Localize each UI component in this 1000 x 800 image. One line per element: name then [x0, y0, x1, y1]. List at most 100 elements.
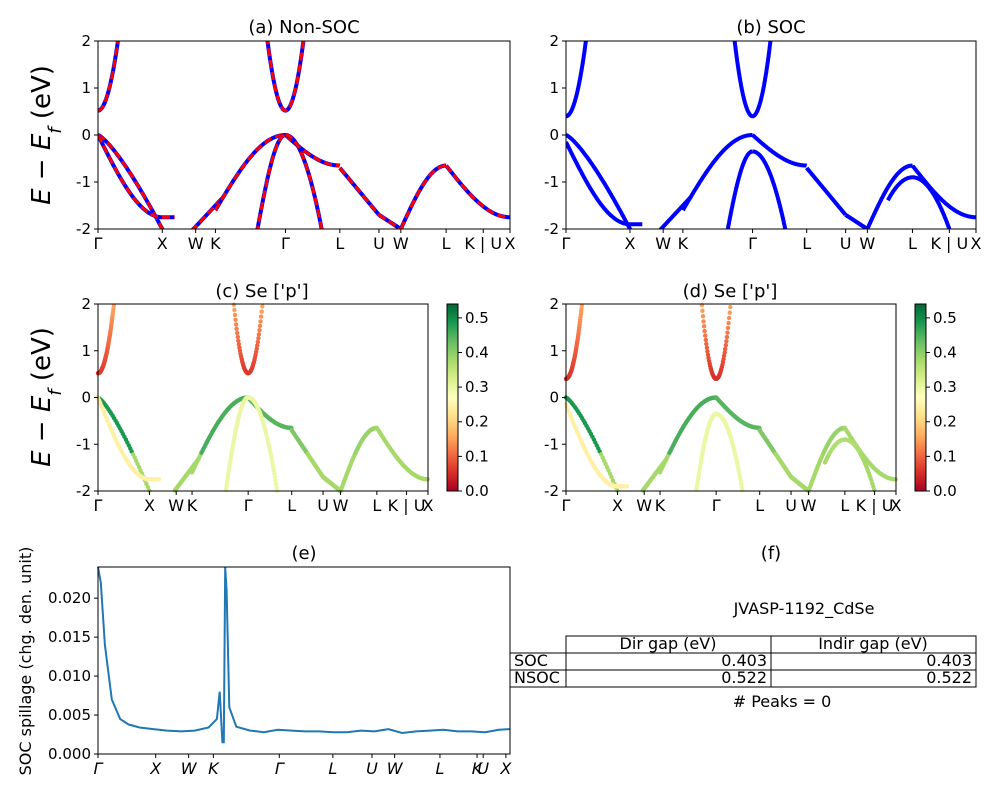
- projection-point: [606, 468, 611, 473]
- ytick-label: -2: [544, 482, 559, 500]
- colorbar-tick-label: 0.0: [465, 482, 489, 500]
- xtick-label: X: [505, 234, 516, 253]
- projection-point: [233, 322, 239, 327]
- table-header-dir: Dir gap (eV): [620, 634, 717, 653]
- projection-point: [700, 308, 705, 313]
- colorbar-tick-label: 0.1: [465, 447, 489, 465]
- ytick-label: 0.020: [48, 589, 91, 607]
- panel-e-xticks: Γ X W K Γ L U W L KU X: [94, 754, 512, 778]
- xtick-label: K: [472, 759, 484, 778]
- projection-point: [728, 304, 733, 310]
- ytick-label: 0.000: [48, 745, 91, 763]
- band-line: [805, 166, 848, 217]
- xtick-label: U: [373, 234, 385, 253]
- ytick-label: 0.005: [48, 706, 91, 724]
- xtick-label: K | U: [856, 496, 894, 515]
- ytick-label: 0: [549, 126, 559, 144]
- ytick-label: 2: [549, 32, 559, 50]
- projection-point: [233, 317, 238, 322]
- xtick-label: X: [624, 234, 635, 253]
- panel-a-title: (a) Non-SOC: [248, 17, 359, 38]
- ytick-label: -2: [76, 220, 91, 238]
- projection-point: [727, 310, 732, 315]
- projection-point: [704, 345, 710, 350]
- panel-c-title: (c) Se ['p']: [215, 281, 308, 302]
- band-line: [98, 133, 165, 229]
- panel-d-title: (d) Se ['p']: [683, 281, 778, 302]
- projection-point: [726, 320, 731, 326]
- projection-point: [725, 330, 730, 335]
- xtick-label: U: [317, 496, 329, 515]
- xtick-label: Γ: [94, 759, 104, 778]
- band-line-dashed: [98, 134, 175, 219]
- xtick-label: L: [372, 496, 381, 515]
- band-line: [725, 149, 754, 229]
- panel-c-yticks: -2 -1 0 1 2: [76, 295, 98, 500]
- colorbar-tick-label: 0.2: [465, 413, 489, 431]
- projection-point: [721, 353, 727, 358]
- band-line: [566, 133, 633, 229]
- panel-e-frame: [97, 566, 511, 755]
- projection-point: [610, 478, 616, 483]
- projection-point: [258, 314, 264, 319]
- projection-point: [700, 314, 706, 319]
- panel-d-yticks: -2 -1 0 1 2: [544, 295, 566, 500]
- ytick-label: 1: [81, 79, 91, 97]
- xtick-label: W: [393, 234, 409, 253]
- band-line: [566, 41, 588, 119]
- xtick-label: Γ: [94, 496, 103, 515]
- projection-point: [722, 350, 727, 355]
- projection-point: [723, 343, 728, 348]
- xtick-label: K | U: [464, 234, 502, 253]
- projection-point: [723, 346, 728, 352]
- ytick-label: -2: [544, 220, 559, 238]
- xtick-label: U: [477, 759, 489, 778]
- projection-point: [705, 349, 710, 354]
- ytick-label: -1: [76, 435, 91, 453]
- projection-point: [231, 302, 237, 307]
- band-line-dashed: [399, 164, 447, 229]
- projection-point: [702, 328, 707, 334]
- xtick-label: Γ: [244, 496, 253, 515]
- projection-point: [256, 332, 262, 337]
- projection-point: [726, 315, 732, 321]
- projection-point: [138, 468, 143, 473]
- projection-point: [272, 474, 278, 480]
- band-line: [751, 133, 808, 168]
- projection-point: [257, 323, 263, 329]
- projection-point: [258, 319, 263, 324]
- panel-a-yticks: -2 -1 0 1 2: [76, 32, 98, 238]
- xtick-label: X: [971, 234, 982, 253]
- projection-point: [236, 338, 241, 343]
- projection-point: [607, 471, 613, 476]
- xtick-label: X: [149, 759, 162, 778]
- colorbar-tick-label: 0.0: [933, 482, 957, 500]
- xtick-label: W: [636, 496, 652, 515]
- projection-point: [274, 485, 279, 490]
- projection-point: [234, 326, 239, 331]
- projection-point: [254, 346, 259, 351]
- xtick-label: W: [859, 234, 875, 253]
- projection-point: [156, 477, 162, 482]
- band-line: [255, 133, 286, 229]
- xtick-label: W: [655, 234, 671, 253]
- projection-point: [609, 474, 614, 480]
- projection-point: [725, 325, 731, 331]
- colorbar-tick-label: 0.3: [465, 378, 489, 396]
- panel-b-frame: [565, 40, 977, 230]
- projection-point: [704, 341, 709, 347]
- band-line-dashed: [266, 41, 305, 113]
- ytick-label: 1: [81, 342, 91, 360]
- projection-point: [260, 304, 265, 309]
- panel-a-bands: [98, 41, 510, 229]
- ytick-label: 2: [81, 295, 91, 313]
- projection-point: [235, 330, 240, 336]
- xtick-label: X: [499, 759, 512, 778]
- band-line-dashed: [444, 164, 510, 219]
- band-line: [399, 163, 447, 229]
- panel-c-colorbar-ticks: 0.0 0.1 0.2 0.3 0.4 0.5: [458, 309, 489, 500]
